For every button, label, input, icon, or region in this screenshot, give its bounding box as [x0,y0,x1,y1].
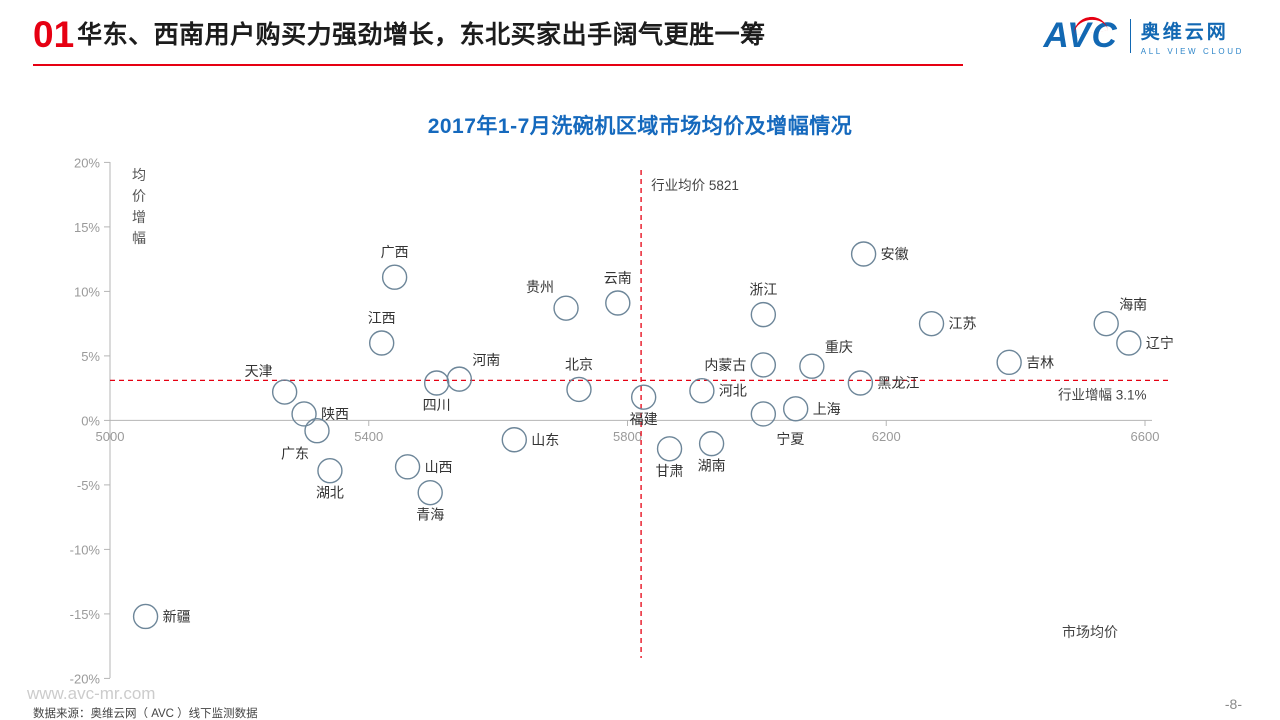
y-tick-label: 0% [81,413,100,428]
data-point [1093,310,1119,337]
data-point-label: 山东 [531,432,559,448]
data-point-label: 内蒙古 [704,357,746,373]
data-point-label: 福建 [630,411,658,427]
data-point [850,241,877,267]
data-point-label: 湖北 [316,485,344,501]
industry-avg-price-label: 行业均价 5821 [651,178,739,193]
x-tick-label: 6600 [1131,429,1160,444]
logo-company-name: 奥维云网 [1140,21,1229,43]
watermark: www.avc-mr.com [27,684,156,703]
data-point-label: 新疆 [163,608,191,624]
data-point [501,427,527,453]
data-point-label: 河北 [719,383,747,399]
data-point-label: 甘肃 [656,463,684,479]
data-point-label: 海南 [1119,297,1147,313]
data-point [750,401,777,427]
industry-growth-label: 行业增幅 3.1% [1058,387,1147,402]
data-point-label: 陕西 [321,406,349,422]
logo-subtitle: ALL VIEW CLOUD [1140,46,1244,56]
logo-wordmark: 奥维云网 ALL VIEW CLOUD [1141,17,1244,56]
data-point-label: 宁夏 [776,431,804,447]
x-tick-label: 6200 [872,429,901,444]
data-point [417,479,443,506]
data-point-label: 重庆 [825,339,853,355]
y-tick-label: 20% [74,155,100,170]
data-point [271,379,298,405]
data-point [394,454,421,480]
y-tick-label: 15% [74,220,100,235]
page-number: -8- [1224,696,1242,712]
data-source-note: 数据来源：奥维云网（ AVC ）线下监测数据 [33,708,258,720]
logo-divider [1129,19,1131,53]
data-point [317,458,343,484]
section-number: 01 [33,14,75,55]
data-point [918,310,945,337]
data-point-label: 四川 [423,397,451,413]
data-point [689,378,715,404]
avc-letters: AVC [1043,16,1118,55]
data-point [446,366,473,392]
y-tick-label: 10% [74,284,100,299]
data-point [750,352,777,378]
data-point [291,401,317,427]
data-point-label: 山西 [425,459,453,475]
avc-logo-text: AVC [1043,14,1118,56]
data-point-label: 上海 [813,401,841,417]
data-point-label: 浙江 [749,282,777,298]
data-point [630,384,657,410]
data-point [656,436,683,462]
y-tick-label: -5% [77,478,101,493]
chart-title: 2017年1-7月洗碗机区域市场均价及增幅情况 [427,115,853,138]
data-point-label: 江西 [368,310,396,326]
data-point [698,430,725,457]
data-point-label: 广东 [281,446,309,462]
y-tick-label: -20% [70,671,101,686]
data-point [368,330,395,356]
x-tick-label: 5000 [96,429,125,444]
data-point-label: 湖南 [698,458,726,474]
page-title: 华东、西南用户购买力强劲增长，东北买家出手阔气更胜一筹 [77,21,766,49]
data-point [132,603,159,630]
x-tick-label: 5800 [613,429,642,444]
data-point [423,370,450,396]
data-point-label: 青海 [416,507,444,523]
data-point [304,418,330,444]
data-point-label: 贵州 [526,279,554,295]
data-point [381,264,408,290]
data-point-label: 北京 [565,356,593,372]
data-point-label: 河南 [472,352,500,368]
x-tick-label: 5400 [354,429,383,444]
slide-header: 01 华东、西南用户购买力强劲增长，东北买家出手阔气更胜一筹 [33,14,766,56]
data-point [1116,330,1142,356]
y-tick-label: -15% [70,607,101,622]
data-point-label: 天津 [245,363,273,379]
data-point-label: 广西 [381,244,409,260]
data-point [605,290,631,316]
data-point-label: 黑龙江 [877,375,919,391]
y-tick-label: 5% [81,349,100,364]
header-underline [33,64,963,66]
data-point-label: 云南 [604,270,632,286]
avc-logo: AVC 奥维云网 ALL VIEW CLOUD [1043,14,1244,56]
data-point [553,295,579,321]
data-point-label: 江苏 [949,316,977,332]
data-point [996,349,1022,376]
x-axis-title: 市场均价 [1062,624,1118,640]
data-point-label: 吉林 [1026,354,1054,370]
data-point-label: 安徽 [881,246,909,262]
data-point [566,376,592,403]
data-point [750,301,777,328]
data-point [799,353,825,379]
data-point [782,396,809,422]
y-tick-label: -10% [70,542,101,557]
y-axis-title: 均价增幅 [132,167,146,246]
data-point-label: 辽宁 [1146,335,1174,351]
data-point [847,370,874,396]
